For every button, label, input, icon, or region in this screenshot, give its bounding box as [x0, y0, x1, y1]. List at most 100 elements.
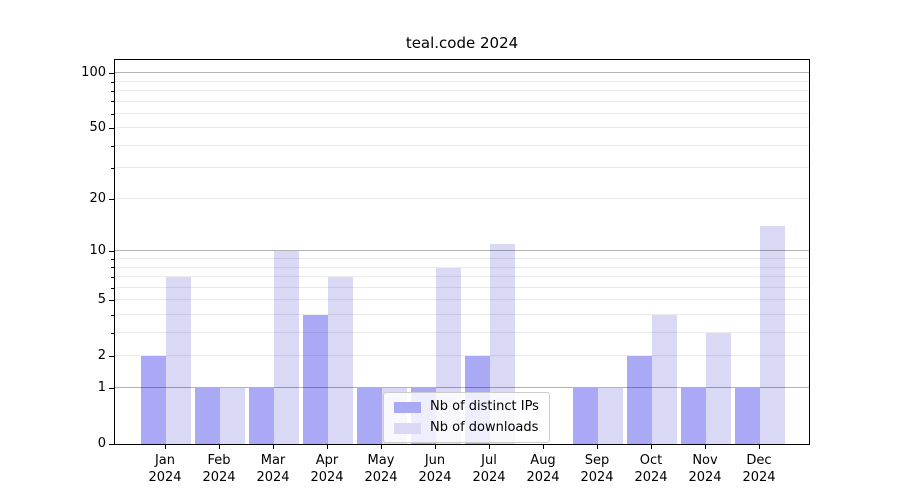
x-tick-mark-jun — [435, 445, 436, 449]
gridline-minor-y-20 — [115, 198, 809, 200]
y-minor-tick-mark-30 — [111, 168, 114, 169]
x-tick-year-jul: 2024 — [472, 470, 506, 485]
x-tick-mark-jan — [165, 445, 166, 449]
x-tick-year-mar: 2024 — [256, 470, 290, 485]
y-minor-tick-mark-60 — [111, 114, 114, 115]
y-minor-tick-mark-70 — [111, 101, 114, 102]
x-tick-mark-dec — [759, 445, 760, 449]
x-tick-month-sep: Sep — [584, 453, 610, 468]
gridline-minor-y-2 — [115, 354, 809, 356]
bar-nb-of-distinct-ips-nov — [681, 388, 706, 444]
bar-nb-of-downloads-oct — [652, 314, 677, 444]
y-minor-tick-mark-6 — [111, 288, 114, 289]
y-tick-label-1: 1 — [97, 380, 106, 395]
bar-nb-of-distinct-ips-mar — [249, 388, 274, 444]
x-tick-year-sep: 2024 — [580, 470, 614, 485]
x-tick-year-may: 2024 — [364, 470, 398, 485]
x-tick-month-jun: Jun — [424, 453, 446, 468]
x-tick-year-aug: 2024 — [526, 470, 560, 485]
x-tick-mark-nov — [705, 445, 706, 449]
y-minor-tick-mark-40 — [111, 146, 114, 147]
y-minor-tick-mark-2 — [111, 356, 114, 357]
gridline-minor-y-8 — [115, 266, 809, 268]
x-tick-month-jul: Jul — [481, 453, 497, 468]
bar-nb-of-downloads-mar — [274, 251, 299, 444]
y-tick-label-20: 20 — [89, 191, 106, 206]
x-tick-label-feb: Feb 2024 — [189, 452, 249, 486]
gridline-major-y-10 — [115, 250, 809, 252]
y-minor-tick-mark-8 — [111, 267, 114, 268]
x-tick-month-nov: Nov — [692, 453, 718, 468]
x-tick-month-oct: Oct — [639, 453, 663, 468]
x-tick-year-jan: 2024 — [148, 470, 182, 485]
x-tick-month-dec: Dec — [746, 453, 772, 468]
y-tick-label-2: 2 — [97, 348, 106, 363]
x-tick-month-may: May — [367, 453, 395, 468]
y-tick-label-100: 100 — [81, 65, 106, 80]
x-tick-year-dec: 2024 — [742, 470, 776, 485]
gridline-major-y-1 — [115, 387, 809, 389]
legend-item-distinct-ips: Nb of distinct IPs — [394, 398, 539, 416]
x-tick-year-jun: 2024 — [418, 470, 452, 485]
legend-swatch-distinct-ips — [394, 401, 421, 413]
x-tick-mark-jul — [489, 445, 490, 449]
x-tick-month-feb: Feb — [207, 453, 231, 468]
y-tick-label-0: 0 — [97, 436, 106, 451]
bar-nb-of-downloads-dec — [760, 226, 785, 444]
x-tick-mark-sep — [597, 445, 598, 449]
x-tick-year-oct: 2024 — [634, 470, 668, 485]
x-tick-label-mar: Mar 2024 — [243, 452, 303, 486]
x-tick-mark-feb — [219, 445, 220, 449]
x-tick-label-jun: Jun 2024 — [405, 452, 465, 486]
x-tick-mark-oct — [651, 445, 652, 449]
gridline-minor-y-6 — [115, 286, 809, 288]
bar-nb-of-distinct-ips-sep — [573, 388, 598, 444]
y-minor-tick-mark-3 — [111, 333, 114, 334]
gridline-minor-y-4 — [115, 313, 809, 315]
x-tick-month-apr: Apr — [315, 453, 339, 468]
x-tick-label-jan: Jan 2024 — [135, 452, 195, 486]
gridline-minor-y-30 — [115, 167, 809, 169]
x-tick-label-apr: Apr 2024 — [297, 452, 357, 486]
y-tick-mark-1 — [109, 388, 114, 389]
gridline-minor-y-90 — [115, 80, 809, 82]
y-tick-mark-100 — [109, 73, 114, 74]
legend-item-downloads: Nb of downloads — [394, 419, 539, 437]
gridline-major-y-100 — [115, 72, 809, 74]
x-tick-month-mar: Mar — [260, 453, 286, 468]
x-tick-year-nov: 2024 — [688, 470, 722, 485]
chart-title: teal.code 2024 — [405, 34, 519, 52]
bar-nb-of-distinct-ips-apr — [303, 314, 328, 444]
legend-swatch-downloads — [394, 422, 421, 434]
x-tick-mark-may — [381, 445, 382, 449]
bar-nb-of-downloads-jan — [166, 276, 191, 444]
x-tick-label-jul: Jul 2024 — [459, 452, 519, 486]
y-minor-tick-mark-9 — [111, 259, 114, 260]
legend: Nb of distinct IPs Nb of downloads — [383, 392, 550, 443]
y-tick-label-50: 50 — [89, 120, 106, 135]
legend-label-distinct-ips: Nb of distinct IPs — [430, 399, 539, 414]
y-minor-tick-mark-90 — [111, 82, 114, 83]
y-minor-tick-mark-7 — [111, 277, 114, 278]
bar-nb-of-distinct-ips-oct — [627, 355, 652, 444]
x-tick-mark-mar — [273, 445, 274, 449]
y-minor-tick-mark-50 — [111, 128, 114, 129]
x-tick-year-apr: 2024 — [310, 470, 344, 485]
x-tick-label-sep: Sep 2024 — [567, 452, 627, 486]
x-tick-label-dec: Dec 2024 — [729, 452, 789, 486]
gridline-minor-y-5 — [115, 299, 809, 300]
x-tick-label-nov: Nov 2024 — [675, 452, 735, 486]
bar-nb-of-distinct-ips-jan — [141, 355, 166, 444]
gridline-minor-y-80 — [115, 89, 809, 91]
bar-nb-of-distinct-ips-may — [357, 388, 382, 444]
gridline-minor-y-60 — [115, 112, 809, 114]
x-tick-mark-aug — [543, 445, 544, 449]
x-tick-label-aug: Aug 2024 — [513, 452, 573, 486]
bar-nb-of-downloads-nov — [706, 332, 731, 444]
y-minor-tick-mark-5 — [111, 300, 114, 301]
bar-nb-of-downloads-feb — [220, 388, 245, 444]
bar-nb-of-distinct-ips-dec — [735, 388, 760, 444]
plot-area — [114, 59, 810, 445]
gridline-minor-y-70 — [115, 100, 809, 102]
gridline-minor-y-3 — [115, 331, 809, 333]
